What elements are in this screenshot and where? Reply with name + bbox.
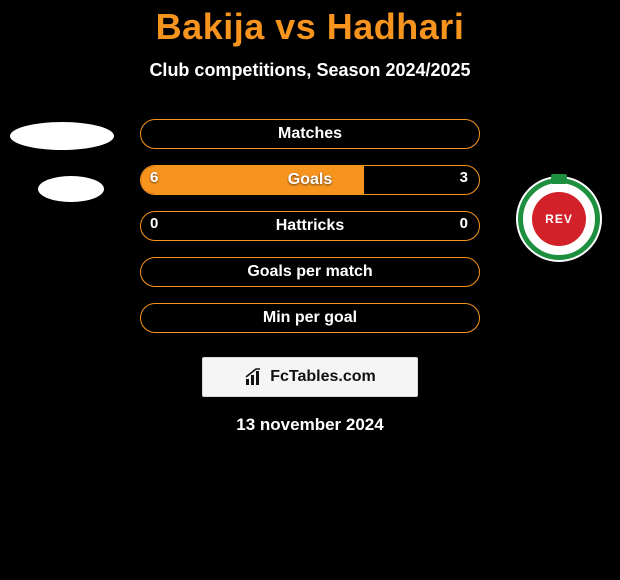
attribution-text: FcTables.com: [270, 368, 376, 386]
comparison-row: Min per goal: [0, 295, 620, 341]
comparison-row: Matches: [0, 111, 620, 157]
comparison-row: Goals6 3: [0, 157, 620, 203]
bar-label: Goals per match: [141, 258, 479, 286]
comparison-row: Goals per match: [0, 249, 620, 295]
value-right: 0: [460, 215, 468, 232]
value-left: 0: [150, 215, 158, 232]
bar-label: Hattricks: [141, 212, 479, 240]
bar-wrap: Goals: [140, 165, 480, 195]
bar-label: Min per goal: [141, 304, 479, 332]
comparison-rows: Matches Goals6 3 Hattricks0 0 Goals per match…: [0, 111, 620, 341]
page-subtitle: Club competitions, Season 2024/2025: [0, 60, 620, 81]
bar-wrap: Min per goal: [140, 303, 480, 333]
bar-wrap: Goals per match: [140, 257, 480, 287]
attribution-box[interactable]: FcTables.com: [202, 357, 418, 397]
page-root: Bakija vs Hadhari Club competitions, Sea…: [0, 0, 620, 580]
comparison-row: Hattricks0 0: [0, 203, 620, 249]
value-right: 3: [460, 169, 468, 186]
bar-wrap: Hattricks: [140, 211, 480, 241]
bar-label: Matches: [141, 120, 479, 148]
page-title: Bakija vs Hadhari: [0, 0, 620, 48]
generated-date: 13 november 2024: [0, 415, 620, 435]
bar-left-fill: [141, 166, 364, 194]
value-left: 6: [150, 169, 158, 186]
bar-wrap: Matches: [140, 119, 480, 149]
chart-icon: [244, 367, 264, 387]
